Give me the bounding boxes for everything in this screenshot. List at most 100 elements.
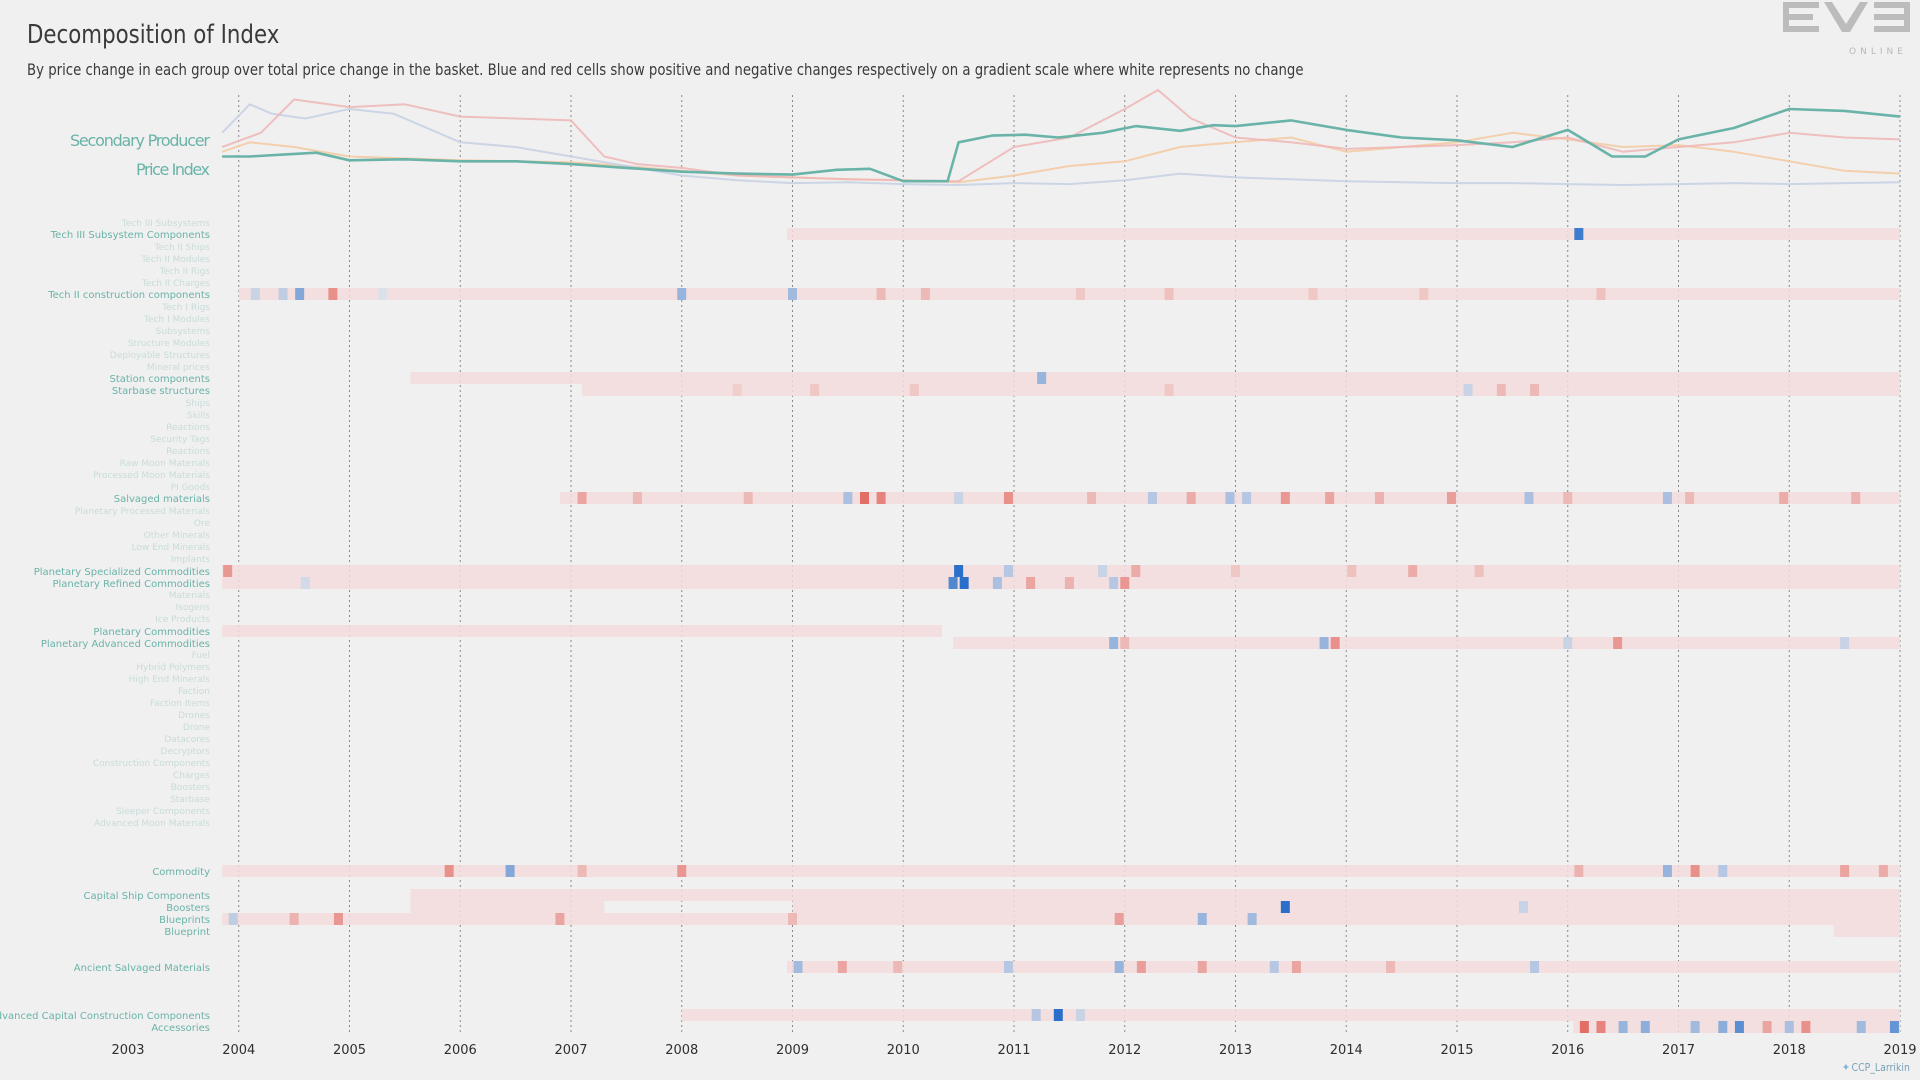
heat-cell-4-22: [1851, 492, 1861, 504]
row-band-6: [222, 577, 1901, 589]
page-subtitle: By price change in each group over total…: [27, 60, 1304, 79]
heat-cell-16-3: [1640, 1021, 1650, 1033]
faint-row-label-25: Isogens: [176, 603, 211, 613]
twitter-bird-icon: ✦: [1842, 1061, 1850, 1074]
heat-cell-14-6: [1197, 961, 1207, 973]
heat-cell-4-0: [577, 492, 587, 504]
x-tick-label-2016: 2016: [1551, 1043, 1584, 1058]
faint-row-label-20: Ore: [194, 519, 211, 529]
heat-cell-1-1: [278, 288, 288, 300]
x-tick-label-2019: 2019: [1883, 1043, 1916, 1058]
faint-row-label-13: Reactions: [166, 423, 210, 433]
heat-cell-16-9: [1801, 1021, 1811, 1033]
faint-row-label-9: Deployable Structures: [110, 351, 211, 361]
heat-cell-5-3: [1098, 565, 1108, 577]
x-tick-label-2018: 2018: [1773, 1043, 1806, 1058]
faint-row-label-41: Advanced Moon Materials: [94, 819, 210, 829]
eve-online-logo: ONLINE: [1783, 2, 1910, 57]
heat-cell-4-9: [1147, 492, 1157, 504]
faint-row-label-34: Datacores: [164, 735, 210, 745]
row-label-3: Starbase structures: [112, 386, 210, 397]
heat-cell-16-2: [1618, 1021, 1628, 1033]
faint-row-label-23: Implants: [171, 555, 210, 565]
heat-cell-4-13: [1280, 492, 1290, 504]
heat-cell-1-7: [876, 288, 886, 300]
heat-cell-12-6: [1197, 913, 1207, 925]
faint-row-label-39: Starbase: [170, 795, 210, 805]
heat-cell-9-5: [1662, 865, 1672, 877]
faint-row-label-17: Processed Moon Materials: [93, 471, 210, 481]
heat-cell-6-6: [1109, 577, 1119, 589]
row-label-13: Blueprint: [164, 927, 210, 938]
faint-row-label-1: Tech II Ships: [153, 243, 210, 253]
heat-cell-12-4: [788, 913, 797, 925]
heat-cell-9-8: [1840, 865, 1850, 877]
heat-cell-9-3: [677, 865, 687, 877]
row-band-11: [792, 901, 1900, 913]
heat-cell-4-14: [1325, 492, 1335, 504]
x-tick-label-2009: 2009: [776, 1043, 809, 1058]
top-panel-label-1: Price Index: [136, 160, 210, 179]
faint-row-label-29: High End Minerals: [129, 675, 211, 685]
heat-cell-4-8: [1087, 492, 1097, 504]
row-band-9: [222, 865, 1901, 877]
heat-cell-14-3: [1003, 961, 1013, 973]
row-label-5: Planetary Specialized Commodities: [34, 567, 210, 578]
twitter-credit: ✦ CCP_Larrikin: [1842, 1061, 1910, 1074]
faint-row-label-26: Ice Products: [155, 615, 210, 625]
heat-cell-16-8: [1784, 1021, 1794, 1033]
heat-cell-4-6: [954, 492, 964, 504]
x-tick-label-2003: 2003: [111, 1043, 144, 1058]
heat-cell-12-3: [555, 913, 565, 925]
heat-cell-3-2: [909, 384, 919, 396]
row-label-7: Planetary Commodities: [93, 627, 210, 638]
heat-cell-4-18: [1563, 492, 1573, 504]
faint-row-label-15: Reactions: [166, 447, 210, 457]
row-band-14: [786, 961, 1900, 973]
row-band-15: [681, 1009, 1900, 1021]
faint-row-label-5: Tech I Rigs: [161, 303, 210, 313]
page-title: Decomposition of Index: [27, 20, 280, 50]
x-tick-label-2013: 2013: [1219, 1043, 1252, 1058]
row-band-7: [222, 625, 943, 637]
heat-cell-6-5: [1064, 577, 1074, 589]
faint-row-label-7: Subsystems: [156, 327, 211, 337]
x-tick-label-2017: 2017: [1662, 1043, 1695, 1058]
heat-cell-12-2: [333, 913, 343, 925]
heat-cell-16-5: [1718, 1021, 1728, 1033]
credit-text: CCP_Larrikin: [1851, 1061, 1910, 1074]
heat-cell-14-1: [837, 961, 847, 973]
faint-row-label-28: Hybrid Polymers: [136, 663, 210, 673]
faint-row-label-38: Boosters: [171, 783, 211, 793]
faint-row-label-30: Faction: [178, 687, 210, 697]
heat-cell-8-3: [1330, 637, 1340, 649]
row-band-5: [222, 565, 1901, 577]
heat-cell-6-3: [992, 577, 1002, 589]
heat-cell-4-20: [1685, 492, 1695, 504]
heat-cell-4-5: [876, 492, 886, 504]
heat-cell-3-1: [810, 384, 820, 396]
heat-cell-6-1: [948, 577, 958, 589]
row-band-8: [953, 637, 1900, 649]
heat-cell-5-5: [1231, 565, 1240, 577]
heat-cell-4-19: [1662, 492, 1672, 504]
series-line-component-1: [221, 103, 1901, 186]
faint-row-label-31: Faction Items: [150, 699, 210, 709]
heat-cell-1-11: [1308, 288, 1318, 300]
heat-cell-14-7: [1269, 961, 1279, 973]
heat-cell-16-11: [1889, 1021, 1899, 1033]
x-tick-label-2008: 2008: [665, 1043, 698, 1058]
heat-cell-1-4: [378, 288, 388, 300]
heat-cell-6-4: [1026, 577, 1036, 589]
faint-row-label-33: Drone: [183, 723, 211, 733]
heat-cell-6-2: [959, 577, 969, 589]
heat-cell-11-0: [1280, 901, 1290, 913]
faint-row-label-32: Drones: [178, 711, 210, 721]
row-label-4: Salvaged materials: [114, 494, 210, 505]
faint-row-label-18: PI Goods: [171, 483, 211, 493]
heat-cell-9-6: [1690, 865, 1700, 877]
heat-cell-3-0: [732, 384, 742, 396]
faint-row-label-8: Structure Modules: [128, 339, 210, 349]
row-band-10: [410, 889, 1901, 901]
